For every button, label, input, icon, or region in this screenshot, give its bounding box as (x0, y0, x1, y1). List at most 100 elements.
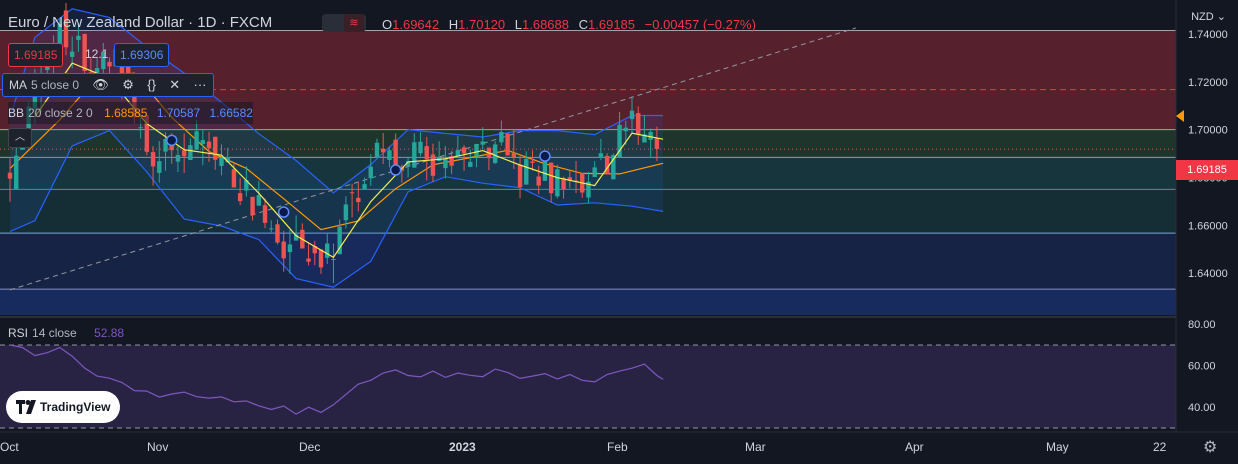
candle-body-34 (219, 157, 224, 166)
collapse-legend-button[interactable]: ︿ (8, 128, 32, 148)
candle-body-96 (604, 155, 610, 175)
candle-body-53 (337, 226, 342, 255)
candle-body-55 (349, 192, 355, 194)
candle-body-3 (26, 106, 31, 148)
currency-selector[interactable]: NZD ⌄ (1191, 10, 1226, 23)
candle-body-93 (586, 181, 591, 198)
candle-body-67 (424, 146, 429, 160)
candle-body-8 (57, 23, 62, 55)
candle-body-49 (312, 246, 317, 254)
candle-body-48 (306, 258, 311, 262)
rsi-tick-0: 80.00 (1188, 319, 1216, 331)
candle-body-88 (555, 169, 560, 197)
time-tick-4: Feb (607, 440, 628, 454)
change-value: −0.00457 (−0.27%) (644, 17, 756, 32)
rsi-name: RSI (8, 326, 29, 340)
bb-name: BB (8, 106, 25, 120)
candle-body-9 (63, 10, 69, 48)
rsi-panel[interactable] (0, 344, 1176, 429)
candle-body-50 (318, 249, 324, 268)
candle-body-79 (499, 131, 504, 143)
bb-upper-line (9, 8, 664, 194)
candle-body-31 (200, 140, 206, 144)
candle-body-100 (629, 110, 635, 120)
rsi-legend[interactable]: RSI 14 close 52.88 (8, 322, 124, 344)
candle-body-103 (648, 131, 653, 140)
candle-body-56 (356, 197, 361, 203)
price-tick-0: 1.74000 (1188, 29, 1228, 41)
candle-body-35 (225, 157, 230, 163)
price-tick-4: 1.66000 (1188, 220, 1228, 232)
candle-body-83 (524, 158, 529, 185)
candle-body-10 (70, 51, 75, 57)
candle-body-19 (125, 64, 131, 81)
time-tick-2: Dec (299, 440, 320, 454)
eye-icon[interactable]: 👁 (92, 77, 109, 92)
candle-body-15 (101, 51, 106, 70)
candle-body-20 (132, 83, 137, 118)
candle-body-32 (206, 141, 212, 149)
ma-legend[interactable]: MA 5 close 0 👁 ⚙ {} ✕ ··· (2, 73, 214, 97)
candle-body-39 (250, 196, 255, 216)
candle-body-12 (82, 33, 87, 71)
bb-lower-value: 1.66582 (209, 106, 253, 120)
candle-body-101 (636, 113, 641, 135)
symbol-title[interactable]: Euro / New Zealand Dollar · 1D · FXCM (8, 14, 273, 31)
ma-marker-0 (165, 134, 178, 147)
candle-body-84 (530, 161, 535, 163)
waves-icon[interactable]: ≋ (344, 14, 364, 32)
candle-body-58 (368, 166, 373, 179)
source-code-icon[interactable]: {} (147, 77, 156, 92)
price-tick-2: 1.70000 (1188, 125, 1228, 137)
candle-body-62 (393, 139, 398, 167)
candle-body-66 (418, 141, 423, 154)
candle-body-86 (542, 158, 548, 181)
candle-body-1 (14, 155, 19, 190)
low-label: L (514, 17, 522, 32)
chart-type-toggle[interactable]: ≋ (322, 14, 366, 32)
candle-body-54 (343, 204, 349, 221)
candle-body-41 (262, 205, 268, 223)
toggle-left-icon[interactable] (322, 14, 342, 32)
currency-label[interactable]: NZD (1191, 11, 1214, 23)
bb-upper-value: 1.70587 (156, 106, 201, 120)
candle-body-102 (642, 134, 647, 143)
close-label: C (578, 17, 589, 32)
candle-body-45 (287, 244, 293, 253)
candle-body-80 (505, 133, 510, 156)
gear-icon[interactable]: ⚙ (122, 77, 134, 92)
candle-body-26 (169, 143, 174, 151)
candle-body-90 (567, 177, 572, 181)
fib-zones (0, 30, 1176, 315)
settings-gear-icon[interactable]: ⚙ (1203, 439, 1218, 456)
bb-legend[interactable]: BB 20 close 2 0 1.68585 1.70587 1.66582 (8, 102, 253, 124)
rsi-band-fill (0, 344, 1176, 428)
rsi-line (9, 344, 664, 415)
bb-params: 20 close 2 0 (28, 106, 93, 120)
sell-button[interactable]: 1.69185 (8, 43, 64, 67)
more-icon[interactable]: ··· (193, 77, 207, 92)
candle-body-25 (163, 138, 168, 152)
zone-bottom (0, 289, 1176, 315)
alert-marker (1176, 110, 1184, 122)
ma-marker-1 (277, 206, 290, 218)
open-value: 1.69642 (392, 17, 440, 32)
candle-body-72 (455, 150, 461, 157)
close-icon[interactable]: ✕ (169, 77, 181, 92)
time-tick-6: Apr (905, 440, 924, 454)
candle-body-61 (387, 150, 392, 160)
candle-body-85 (536, 176, 541, 186)
candle-body-33 (213, 136, 218, 160)
candle-body-23 (150, 152, 156, 167)
ohlc-readout: O1.69642 H1.70120 L1.68688 C1.69185 −0.0… (382, 17, 762, 32)
chevron-up-icon: ︿ (15, 132, 25, 143)
candle-body-64 (405, 161, 411, 167)
candle-body-46 (293, 234, 299, 241)
tradingview-logo[interactable]: TradingView (6, 391, 120, 423)
candle-body-82 (517, 164, 523, 188)
candle-body-89 (561, 177, 566, 190)
buy-button[interactable]: 1.69306 (114, 43, 170, 67)
candle-body-18 (119, 59, 125, 83)
axes: 1.740001.720001.700001.680001.660001.640… (0, 0, 1238, 454)
